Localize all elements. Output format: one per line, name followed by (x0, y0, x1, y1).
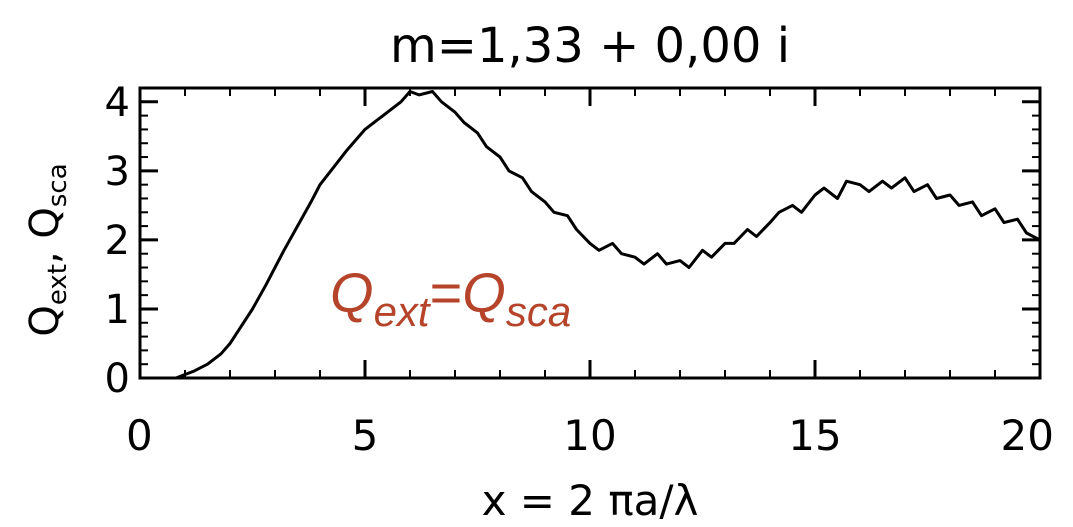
annotation-equals: = (430, 261, 463, 324)
x-axis-label: x = 2 πa/λ (482, 476, 699, 525)
x-tick-label: 20 (1001, 411, 1054, 460)
chart-title: m=1,33 + 0,00 i (390, 18, 790, 74)
y-axis-label-main: Q (22, 305, 68, 336)
y-axis-label-sep: , Q (22, 207, 68, 264)
x-tick-label: 10 (563, 411, 616, 460)
y-tick-label: 1 (105, 287, 130, 333)
plot-frame (138, 86, 1042, 380)
x-tick-label: 15 (788, 411, 841, 460)
x-tick-label: 0 (126, 411, 153, 460)
annotation-sub-ext: ext (374, 288, 432, 335)
annotation-sub-sca: sca (506, 288, 571, 335)
y-axis-label-sub-sca: sca (43, 163, 73, 207)
y-tick-label: 0 (105, 356, 130, 402)
y-tick-label: 3 (105, 149, 130, 195)
y-axis-label-sub-ext: ext (43, 264, 73, 305)
x-axis-ticks: 0 5 10 15 20 (126, 88, 1054, 460)
y-tick-label: 4 (105, 80, 130, 126)
x-tick-label: 5 (352, 411, 379, 460)
annotation-qext-equals-qsca: Qext=Qsca (330, 261, 571, 335)
annotation-q2: Q (462, 261, 506, 324)
series-line-qext-qsca (158, 90, 1041, 380)
y-tick-label: 2 (105, 218, 130, 264)
y-axis-label: Qext, Qsca (22, 163, 73, 336)
y-axis-ticks: 0 1 2 3 4 (105, 80, 1040, 402)
annotation-q1: Q (330, 261, 374, 324)
